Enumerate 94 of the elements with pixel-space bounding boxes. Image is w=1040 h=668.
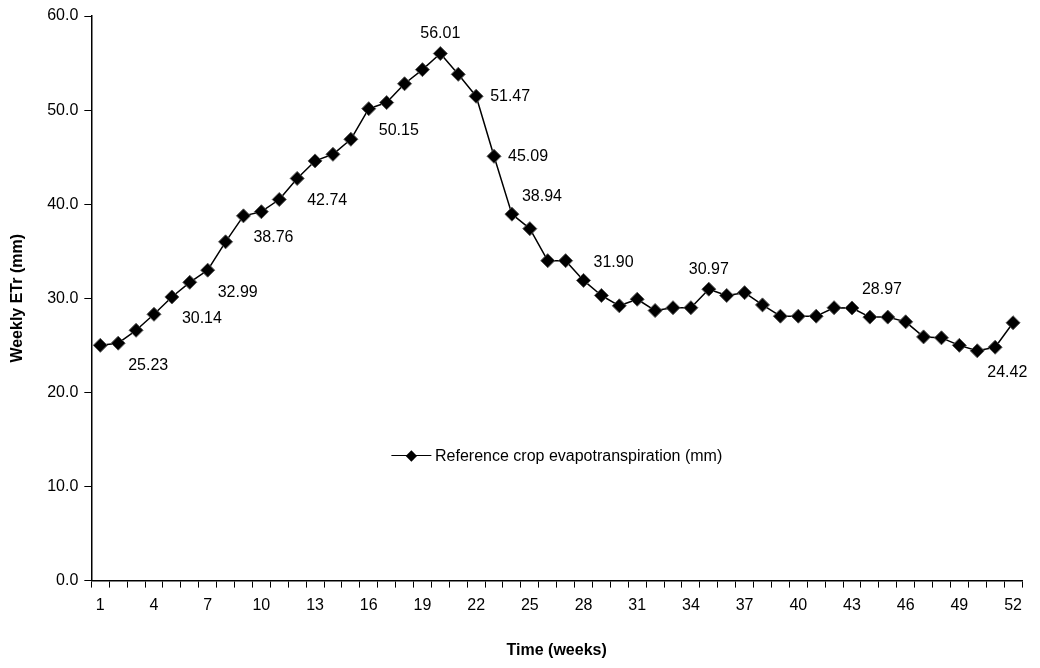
data-label: 30.97 [688,259,729,277]
point [289,170,305,186]
data-label: 51.47 [490,86,531,104]
point [486,148,502,164]
point [200,262,216,278]
point [504,206,520,222]
point [128,322,144,338]
point [218,234,234,250]
x-tick-label: 4 [149,595,159,613]
point [540,253,556,269]
point [593,287,609,303]
point [182,274,198,290]
point [844,300,860,316]
y-tick-label: 0.0 [56,571,79,589]
point [898,314,914,330]
data-label: 50.15 [378,121,419,139]
point [325,146,341,162]
x-tick-label: 19 [413,595,432,613]
x-axis-title: Time (weeks) [506,640,607,658]
point [647,303,663,319]
x-tick-label: 28 [574,595,593,613]
data-label: 56.01 [420,23,461,41]
point [933,330,949,346]
data-label: 25.23 [128,355,169,373]
point [969,343,985,359]
point [808,308,824,324]
x-tick-label: 25 [520,595,539,613]
x-tick-label: 40 [789,595,808,613]
point [576,272,592,288]
point [235,208,251,224]
data-label: 38.94 [521,186,563,204]
point [754,297,770,313]
x-tick-label: 13 [306,595,325,613]
y-axis-title: Weekly ETr (mm) [8,233,26,363]
x-tick-label: 52 [1004,595,1023,613]
x-tick-label: 31 [628,595,647,613]
point [611,298,627,314]
legend-label: Reference crop evapotranspiration (mm) [435,447,723,466]
y-tick-label: 40.0 [47,194,79,212]
point [468,88,484,104]
point [951,337,967,353]
point [271,192,287,207]
x-tick-label: 49 [950,595,969,613]
point [916,329,932,345]
data-label: 42.74 [307,190,348,208]
y-tick-label: 60.0 [47,6,79,24]
x-tick-label: 7 [203,595,213,613]
data-label: 30.14 [181,309,223,327]
point [719,287,735,303]
point [379,95,395,111]
x-tick-label: 37 [735,595,754,613]
point [701,281,717,297]
x-tick-label: 46 [896,595,915,613]
point [522,221,538,237]
x-tick-label: 1 [95,595,105,613]
point [987,339,1003,355]
point [665,300,681,316]
x-tick-label: 16 [359,595,378,613]
y-tick-label: 10.0 [47,476,79,494]
y-tick-label: 50.0 [47,100,79,118]
point [790,308,806,324]
point [146,306,162,322]
point [683,300,699,316]
data-label: 24.42 [987,363,1028,381]
data-label: 28.97 [861,280,903,298]
point [110,335,126,351]
point [397,76,413,92]
point [737,285,753,301]
point [432,46,448,62]
data-label: 31.90 [593,252,634,270]
point [92,337,108,353]
point [343,131,359,147]
point [1005,315,1021,331]
point [862,309,878,325]
point [414,62,430,78]
x-tick-label: 34 [682,595,700,613]
data-label: 32.99 [217,282,258,300]
point [361,101,377,117]
point [164,289,180,305]
point [558,253,574,269]
point [307,153,323,169]
point [826,300,842,316]
point [772,308,788,324]
point [880,309,896,325]
y-tick-label: 30.0 [47,288,79,306]
data-label: 45.09 [508,146,549,164]
point [253,204,269,220]
point [629,291,645,307]
y-tick-label: 20.0 [47,382,79,400]
point [450,66,466,82]
x-tick-label: 10 [252,595,271,613]
x-tick-label: 43 [843,595,861,613]
x-tick-label: 22 [467,595,486,613]
data-label: 38.76 [253,228,294,246]
